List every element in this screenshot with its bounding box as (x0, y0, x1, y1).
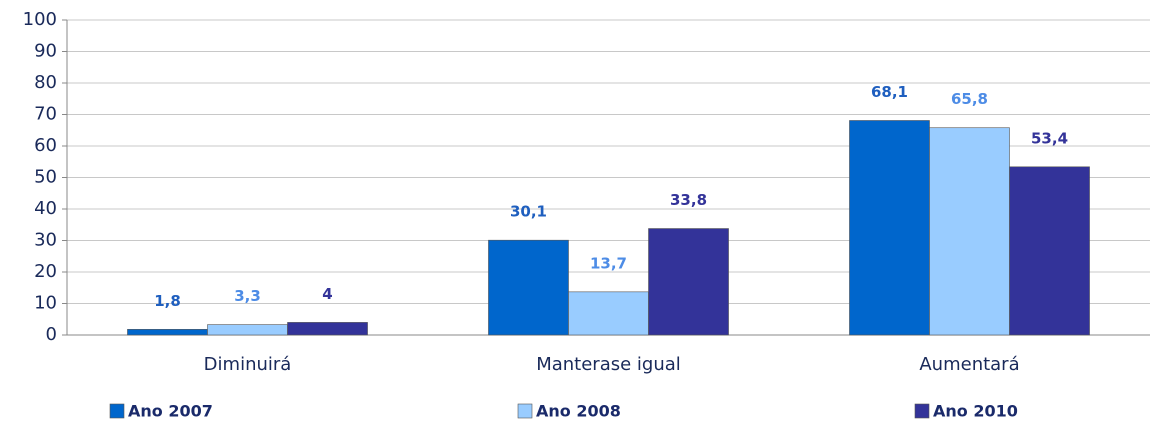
y-tick-label: 60 (34, 135, 57, 156)
bar (929, 127, 1010, 336)
value-label: 53,4 (1031, 129, 1068, 147)
value-label: 4 (322, 285, 332, 303)
y-tick-label: 10 (34, 293, 57, 314)
y-tick-label: 40 (34, 198, 57, 219)
x-tick-label: Manterase igual (536, 354, 681, 375)
bar (287, 322, 368, 336)
y-tick-label: 70 (34, 104, 57, 125)
legend-label: Ano 2008 (536, 402, 621, 421)
y-tick-label: 50 (34, 167, 57, 188)
value-label: 13,7 (590, 254, 627, 272)
x-tick-label: Aumentará (919, 354, 1019, 375)
bar (1009, 166, 1090, 336)
bar (207, 324, 288, 336)
value-label: 3,3 (234, 287, 261, 305)
value-label: 30,1 (510, 203, 547, 221)
legend-label: Ano 2010 (933, 402, 1018, 421)
legend-label: Ano 2007 (128, 402, 213, 421)
value-label: 65,8 (951, 90, 988, 108)
bar (127, 329, 208, 336)
bar (648, 228, 729, 336)
y-tick-label: 20 (34, 261, 57, 282)
y-tick-label: 90 (34, 41, 57, 62)
legend-swatch (914, 403, 930, 419)
legend-swatch (109, 403, 125, 419)
x-tick-label: Diminuirá (204, 354, 292, 375)
y-tick-label: 80 (34, 72, 57, 93)
value-label: 68,1 (871, 83, 908, 101)
bar (568, 291, 649, 336)
y-tick-label: 30 (34, 230, 57, 251)
legend-swatch (517, 403, 533, 419)
value-label: 1,8 (154, 292, 181, 310)
bar (849, 120, 930, 336)
y-tick-label: 0 (46, 324, 57, 345)
y-tick-label: 100 (23, 9, 57, 30)
value-label: 33,8 (670, 191, 707, 209)
bar (488, 239, 569, 336)
